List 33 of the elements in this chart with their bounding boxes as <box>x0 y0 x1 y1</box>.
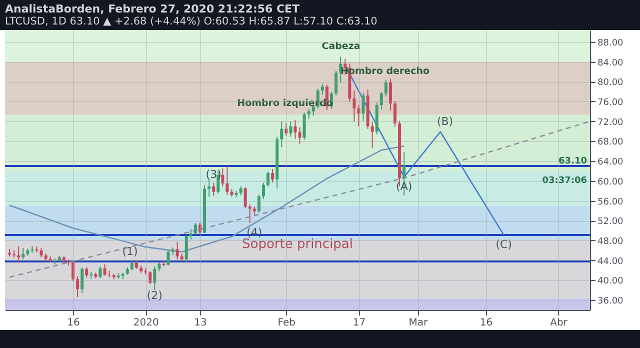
y-tick-label: 84.00 <box>598 58 624 68</box>
y-tick-label: 88.00 <box>598 38 624 48</box>
x-tick-label: Mar <box>408 318 428 328</box>
ref-line-label: Soporte principal <box>242 237 354 252</box>
y-tick-label: 72.00 <box>598 118 624 128</box>
chart-title: AnalistaBorden, Febrero 27, 2020 21:22:56 CET <box>5 2 300 16</box>
y-tick-label: 40.00 <box>598 276 624 287</box>
x-tick-label: Feb <box>278 318 296 328</box>
annotation: (1) <box>122 245 138 258</box>
annotation: (C) <box>496 238 512 251</box>
annotation: (B) <box>436 115 454 128</box>
x-tick-label: 13 <box>194 318 207 328</box>
x-tick-label: Abr <box>550 318 568 328</box>
y-tick-label: 80.00 <box>598 78 624 88</box>
annotation: (2) <box>146 289 162 302</box>
x-tick-label: 2020 <box>133 318 159 328</box>
annotation: Cabeza <box>322 41 360 52</box>
chart-subtitle: LTCUSD, 1D 63.10 ▲ +2.68 (+4.44%) O:60.53 H:65.87 L:57.10 C:63.10 <box>5 16 378 28</box>
y-tick-label: 60.00 <box>598 177 624 188</box>
y-tick-label: 76.00 <box>598 98 624 108</box>
y-tick-label: 36.00 <box>598 296 624 307</box>
candlestick <box>53 258 56 264</box>
y-tick-label: 44.00 <box>598 256 624 267</box>
y-tick-label: 68.00 <box>598 138 624 148</box>
y-tick-label: 48.00 <box>598 236 624 247</box>
y-tick-label: 64.00 <box>598 158 624 168</box>
x-tick-label: 16 <box>67 318 80 328</box>
x-tick-label: 17 <box>352 318 366 328</box>
annotation: 63.10 <box>558 156 587 167</box>
y-tick-label: 56.00 <box>598 197 624 208</box>
annotation: 03:37:06 <box>542 176 587 186</box>
y-tick-label: 52.00 <box>598 217 624 228</box>
x-tick-label: 16 <box>480 318 493 328</box>
